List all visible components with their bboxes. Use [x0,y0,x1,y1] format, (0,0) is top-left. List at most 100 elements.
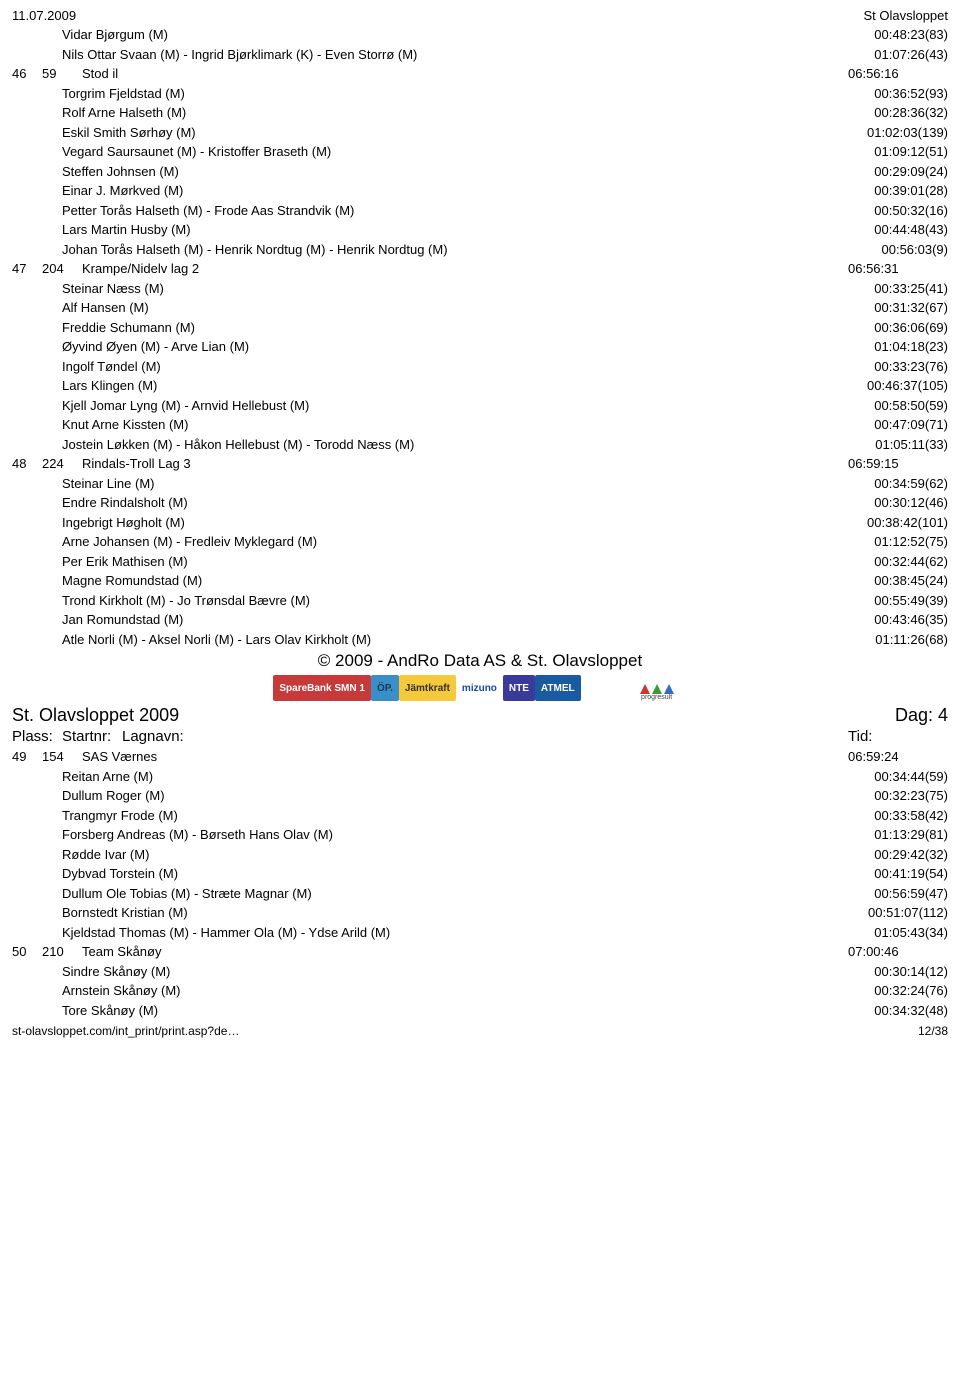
team-lagnavn: Krampe/Nidelv lag 2 [82,259,848,279]
runner-time: 00:32:44(62) [874,552,948,572]
runner-time: 01:07:26(43) [874,45,948,65]
team-row: 47204Krampe/Nidelv lag 206:56:31 [12,259,948,279]
runner-time: 01:05:11(33) [875,435,948,455]
team-row: 50210Team Skånøy07:00:46 [12,942,948,962]
column-headers: Plass: Startnr: Lagnavn: Tid: [12,728,948,745]
runner-name: Rolf Arne Halseth (M) [62,103,186,123]
team-tid: 06:59:15 [848,454,948,474]
team-plass: 49 [12,747,42,767]
copyright: © 2009 - AndRo Data AS & St. Olavsloppet [12,651,948,671]
runner-row: Knut Arne Kissten (M) 00:47:09(71) [12,415,948,435]
runner-row: Lars Klingen (M)00:46:37(105) [12,376,948,396]
team-plass: 47 [12,259,42,279]
runner-row: Endre Rindalsholt (M)00:30:12(46) [12,493,948,513]
runner-time: 00:55:49(39) [874,591,948,611]
runner-name: Sindre Skånøy (M) [62,962,170,982]
team-plass: 50 [12,942,42,962]
team-lagnavn: SAS Værnes [82,747,848,767]
team-startnr: 154 [42,747,82,767]
runner-row: Lars Martin Husby (M) 00:44:48(43) [12,220,948,240]
runner-row: Magne Romundstad (M) 00:38:45(24) [12,571,948,591]
section-dag: Dag: 4 [895,705,948,726]
runner-time: 00:41:19(54) [874,864,948,884]
runner-time: 00:44:48(43) [874,220,948,240]
runner-time: 01:11:26(68) [875,630,948,650]
runner-row: Steinar Næss (M)00:33:25(41) [12,279,948,299]
runner-row: Vidar Bjørgum (M) 00:48:23(83) [12,25,948,45]
runner-name: Vidar Bjørgum (M) [62,25,168,45]
runner-name: Einar J. Mørkved (M) [62,181,183,201]
runner-name: Torgrim Fjeldstad (M) [62,84,185,104]
runner-name: Magne Romundstad (M) [62,571,202,591]
runner-time: 00:58:50(59) [874,396,948,416]
runner-name: Lars Martin Husby (M) [62,220,191,240]
runner-time: 00:51:07(112) [868,903,948,923]
runner-time: 00:50:32(16) [874,201,948,221]
runner-name: Dullum Roger (M) [62,786,165,806]
runner-name: Trond Kirkholt (M) - Jo Trønsdal Bævre (… [62,591,310,611]
runner-row: Sindre Skånøy (M) 00:30:14(12) [12,962,948,982]
runner-name: Dybvad Torstein (M) [62,864,178,884]
runner-time: 00:32:23(75) [874,786,948,806]
runner-time: 00:30:14(12) [874,962,948,982]
runner-row: Einar J. Mørkved (M)00:39:01(28) [12,181,948,201]
sponsor-logo: ÖP. [371,675,399,701]
runner-time: 00:56:03(9) [882,240,949,260]
runner-name: Nils Ottar Svaan (M) - Ingrid Bjørklimar… [62,45,417,65]
footer-page: 12/38 [918,1024,948,1038]
runner-time: 00:34:32(48) [874,1001,948,1021]
runner-time: 00:36:52(93) [874,84,948,104]
runner-time: 01:09:12(51) [874,142,948,162]
sponsor-logo: ATMEL [535,675,581,701]
runner-name: Knut Arne Kissten (M) [62,415,188,435]
team-tid: 07:00:46 [848,942,948,962]
runner-time: 00:33:58(42) [874,806,948,826]
runner-row: Øyvind Øyen (M) - Arve Lian (M) 01:04:18(… [12,337,948,357]
runner-time: 00:34:44(59) [874,767,948,787]
runner-time: 01:04:18(23) [874,337,948,357]
runner-name: Eskil Smith Sørhøy (M) [62,123,196,143]
runner-row: Torgrim Fjeldstad (M) 00:36:52(93) [12,84,948,104]
runner-name: Petter Torås Halseth (M) - Frode Aas Str… [62,201,354,221]
team-lagnavn: Rindals-Troll Lag 3 [82,454,848,474]
team-plass: 46 [12,64,42,84]
header-event: St Olavsloppet [863,8,948,23]
team-lagnavn: Team Skånøy [82,942,848,962]
runner-name: Johan Torås Halseth (M) - Henrik Nordtug… [62,240,448,260]
runner-row: Freddie Schumann (M)00:36:06(69) [12,318,948,338]
runner-time: 01:02:03(139) [867,123,948,143]
runner-name: Jan Romundstad (M) [62,610,183,630]
progresult-logo: progresult [627,675,687,701]
section-title: St. Olavsloppet 2009 [12,705,179,726]
runner-time: 00:48:23(83) [874,25,948,45]
runner-row: Rødde Ivar (M)00:29:42(32) [12,845,948,865]
runner-row: Petter Torås Halseth (M) - Frode Aas Str… [12,201,948,221]
runner-time: 00:31:32(67) [874,298,948,318]
runner-name: Bornstedt Kristian (M) [62,903,188,923]
runner-name: Per Erik Mathisen (M) [62,552,188,572]
runner-time: 01:12:52(75) [874,532,948,552]
runner-row: Rolf Arne Halseth (M) 00:28:36(32) [12,103,948,123]
runner-name: Trangmyr Frode (M) [62,806,178,826]
runner-time: 00:28:36(32) [874,103,948,123]
sponsor-logo: NTE [503,675,535,701]
runner-row: Jan Romundstad (M) 00:43:46(35) [12,610,948,630]
runner-time: 00:29:09(24) [874,162,948,182]
runner-name: Forsberg Andreas (M) - Børseth Hans Olav… [62,825,333,845]
runner-name: Endre Rindalsholt (M) [62,493,188,513]
runner-time: 00:47:09(71) [874,415,948,435]
runner-time: 00:43:46(35) [874,610,948,630]
runner-name: Dullum Ole Tobias (M) - Stræte Magnar (M… [62,884,312,904]
runner-name: Øyvind Øyen (M) - Arve Lian (M) [62,337,249,357]
runner-row: Dullum Roger (M) 00:32:23(75) [12,786,948,806]
col-plass: Plass: [12,728,62,745]
runner-row: Forsberg Andreas (M) - Børseth Hans Olav… [12,825,948,845]
runner-row: Atle Norli (M) - Aksel Norli (M) - Lars … [12,630,948,650]
runner-time: 00:38:45(24) [874,571,948,591]
runner-name: Ingebrigt Høgholt (M) [62,513,185,533]
team-tid: 06:59:24 [848,747,948,767]
runner-row: Steffen Johnsen (M)00:29:09(24) [12,162,948,182]
header-date: 11.07.2009 [12,8,76,23]
runner-row: Per Erik Mathisen (M) 00:32:44(62) [12,552,948,572]
runner-row: Johan Torås Halseth (M) - Henrik Nordtug… [12,240,948,260]
